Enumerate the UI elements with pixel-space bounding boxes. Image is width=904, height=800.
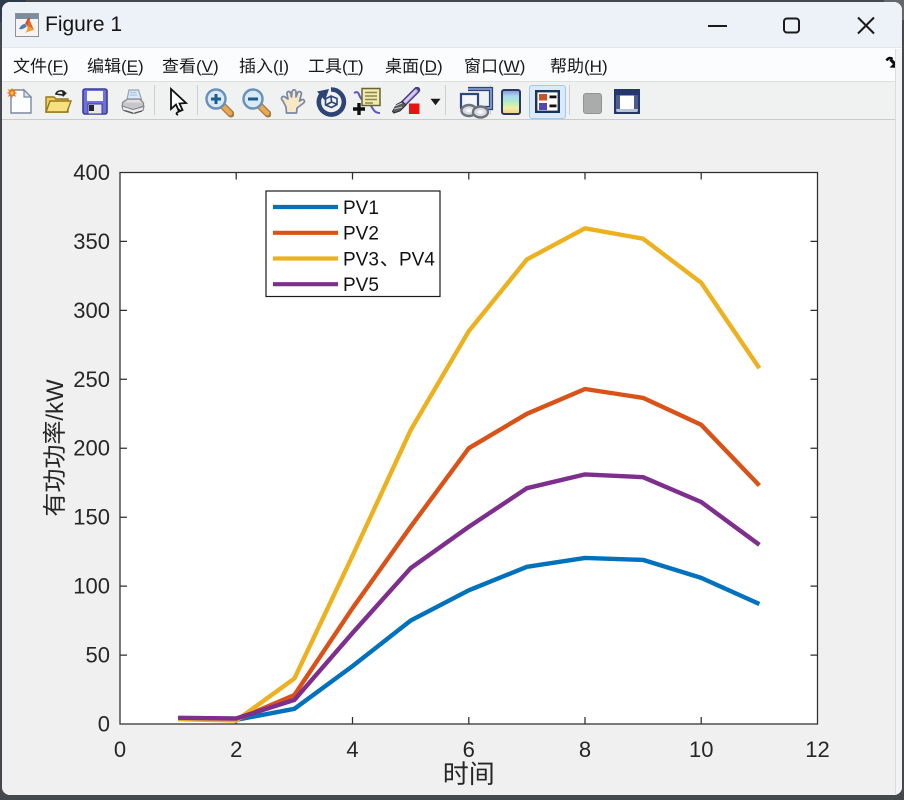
- svg-text:(H): (H): [584, 57, 608, 76]
- svg-text:2: 2: [230, 737, 242, 762]
- svg-text:PV3: PV3: [343, 249, 379, 270]
- svg-text:PV5: PV5: [343, 275, 379, 296]
- svg-text:(D): (D): [419, 57, 443, 76]
- svg-text:400: 400: [73, 160, 110, 185]
- svg-text:(F): (F): [47, 57, 69, 76]
- svg-text:200: 200: [73, 436, 110, 461]
- svg-text:350: 350: [73, 229, 110, 254]
- svg-text:PV2: PV2: [343, 224, 379, 245]
- svg-text:4: 4: [346, 737, 358, 762]
- svg-text:(V): (V): [196, 57, 219, 76]
- svg-text:PV4: PV4: [399, 249, 435, 270]
- svg-text:12: 12: [805, 737, 829, 762]
- svg-text:(W): (W): [498, 57, 525, 76]
- svg-text:PV1: PV1: [343, 198, 379, 219]
- svg-text:0: 0: [98, 712, 110, 737]
- svg-text:6: 6: [463, 737, 475, 762]
- svg-text:(T): (T): [342, 57, 364, 76]
- svg-text:100: 100: [73, 574, 110, 599]
- svg-text:50: 50: [86, 643, 110, 668]
- svg-text:8: 8: [579, 737, 591, 762]
- svg-text:/kW: /kW: [42, 379, 69, 421]
- svg-text:150: 150: [73, 505, 110, 530]
- svg-text:0: 0: [114, 737, 126, 762]
- svg-text:10: 10: [689, 737, 713, 762]
- svg-text:(E): (E): [121, 57, 144, 76]
- svg-text:250: 250: [73, 367, 110, 392]
- svg-text:300: 300: [73, 298, 110, 323]
- svg-text:(I): (I): [273, 57, 289, 76]
